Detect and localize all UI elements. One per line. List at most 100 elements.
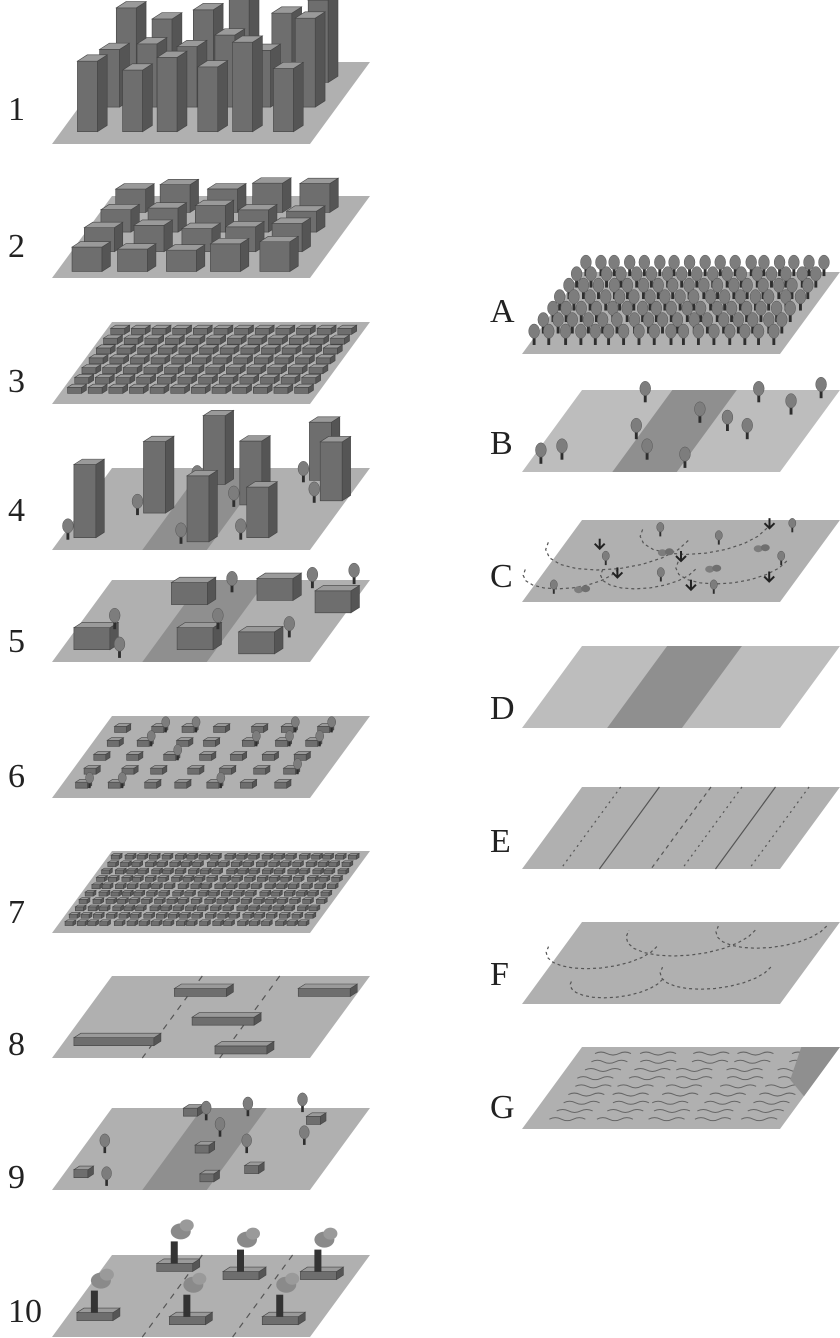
tree-trunk [547, 334, 551, 345]
building-front [124, 854, 134, 860]
building-front [158, 891, 168, 897]
low-rise-building [83, 764, 102, 775]
building-top [174, 867, 188, 871]
building-top [207, 889, 221, 893]
tree [584, 289, 596, 311]
water-ripple [612, 1100, 650, 1105]
shack-building [145, 889, 159, 897]
building-top [202, 737, 221, 741]
tree-crown [763, 312, 775, 328]
building-top [102, 334, 124, 339]
tree-crown [212, 607, 224, 623]
building-front [226, 367, 241, 374]
building-top [172, 904, 185, 908]
building-front [230, 753, 243, 761]
tree-trunk [790, 288, 794, 300]
building-top [283, 889, 297, 893]
tree [109, 607, 121, 630]
tree-trunk [819, 387, 823, 399]
tree-trunk [532, 334, 536, 345]
building-front [246, 486, 270, 539]
building-front [174, 988, 227, 997]
building-top [113, 919, 127, 922]
low-rise-building [233, 324, 255, 335]
shack-building [225, 882, 239, 890]
building-front [275, 740, 288, 747]
tree-trunk [552, 586, 555, 594]
shack-building [298, 852, 312, 860]
building-top [123, 334, 145, 339]
tree-crown [659, 289, 671, 305]
building-front [266, 913, 275, 919]
low-rise-building [301, 344, 323, 355]
building-front [185, 906, 194, 912]
building-top [206, 860, 220, 863]
low-rise-building [272, 383, 294, 394]
shack-building [114, 867, 128, 875]
tree-trunk [780, 322, 784, 334]
mid-rise-building [176, 621, 223, 651]
building-front [151, 327, 167, 335]
tree-trunk [103, 1143, 107, 1154]
tree [543, 323, 555, 345]
low-rise-building [252, 764, 271, 775]
mid-rise-building [71, 241, 112, 272]
tree-crown [592, 277, 605, 293]
low-rise-building [101, 363, 123, 375]
water-ripple [634, 1067, 671, 1072]
low-rise-building [273, 354, 295, 365]
building-top [123, 904, 136, 908]
low-rise-building [287, 363, 309, 375]
shack-building [126, 882, 140, 890]
shack-building [76, 919, 90, 927]
tree [747, 312, 759, 334]
tree [784, 300, 796, 323]
building-top [163, 882, 177, 886]
building-front [327, 884, 336, 890]
shack-building [244, 889, 258, 897]
building-top [221, 1266, 268, 1272]
shack-building [256, 874, 270, 882]
building-front [238, 884, 248, 890]
building-top [294, 354, 316, 359]
building-top [229, 751, 248, 755]
tree [615, 266, 627, 288]
building-top [271, 217, 312, 224]
low-rise-building [254, 324, 276, 335]
building-front [138, 921, 148, 926]
building-front [238, 631, 275, 655]
tree-crown [617, 323, 630, 339]
panel-label-10: 10 [8, 1293, 42, 1330]
tree-trunk [745, 311, 749, 323]
building-top [76, 919, 90, 922]
building-front [157, 377, 172, 384]
tree-trunk [612, 265, 616, 277]
building-front [217, 913, 227, 919]
mid-rise-building [165, 244, 206, 272]
mid-rise-building [314, 584, 361, 614]
building-front [107, 862, 117, 867]
panel-5 [52, 562, 370, 662]
building-top [156, 875, 170, 878]
building-front [216, 899, 226, 904]
building-front [248, 869, 258, 875]
shack-building [313, 882, 327, 890]
shack-building [216, 911, 230, 919]
tree-trunk [645, 448, 649, 460]
tree-trunk [799, 299, 802, 311]
building-top [196, 60, 229, 68]
building-top [287, 364, 309, 368]
building-top [303, 912, 317, 915]
building-front [265, 899, 274, 904]
shack-building [215, 897, 229, 905]
dune-line [569, 978, 663, 999]
shack-building [340, 860, 354, 868]
building-front [337, 327, 353, 335]
panel-D [522, 646, 840, 728]
building-top [241, 860, 255, 863]
road-marking [232, 1254, 294, 1338]
building-top [144, 875, 158, 878]
tree-trunk [780, 557, 783, 566]
tree [674, 289, 686, 311]
building-top [295, 324, 317, 329]
